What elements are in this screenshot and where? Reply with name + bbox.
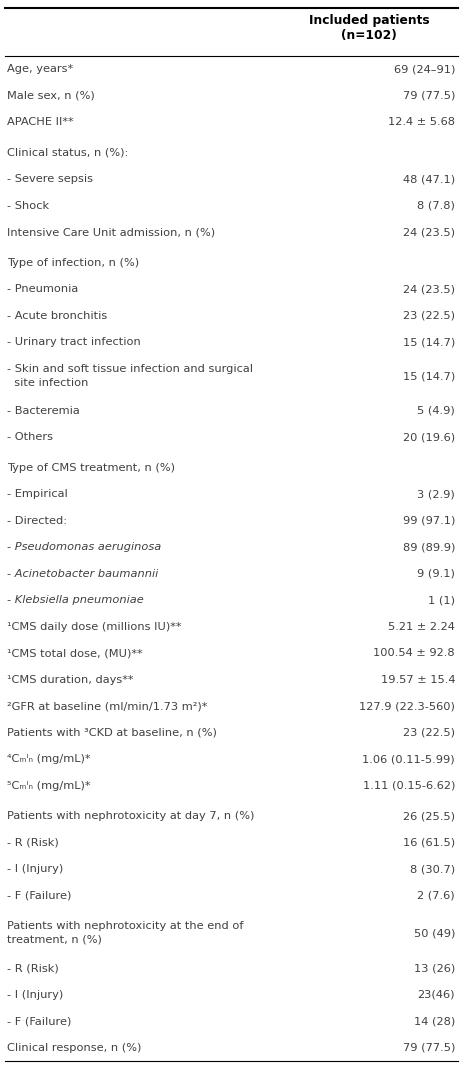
Text: APACHE II**: APACHE II**: [7, 117, 74, 128]
Text: 3 (2.9): 3 (2.9): [417, 489, 455, 499]
Text: Male sex, n (%): Male sex, n (%): [7, 91, 95, 100]
Text: - Urinary tract infection: - Urinary tract infection: [7, 337, 141, 347]
Text: 127.9 (22.3-560): 127.9 (22.3-560): [359, 701, 455, 711]
Text: treatment, n (%): treatment, n (%): [7, 935, 102, 945]
Text: - F (Failure): - F (Failure): [7, 1017, 71, 1026]
Text: 16 (61.5): 16 (61.5): [403, 838, 455, 847]
Text: - Empirical: - Empirical: [7, 489, 68, 499]
Text: 5.21 ± 2.24: 5.21 ± 2.24: [388, 621, 455, 632]
Text: - Skin and soft tissue infection and surgical: - Skin and soft tissue infection and sur…: [7, 364, 253, 373]
Text: 26 (25.5): 26 (25.5): [403, 811, 455, 821]
Text: - Pseudomonas aeruginosa: - Pseudomonas aeruginosa: [7, 543, 161, 553]
Text: 1.06 (0.11-5.99): 1.06 (0.11-5.99): [362, 755, 455, 764]
Text: 23 (22.5): 23 (22.5): [403, 311, 455, 321]
Text: Type of CMS treatment, n (%): Type of CMS treatment, n (%): [7, 463, 175, 473]
Text: Clinical status, n (%):: Clinical status, n (%):: [7, 147, 128, 157]
Text: ⁴Cₘᴵₙ (mg/mL)*: ⁴Cₘᴵₙ (mg/mL)*: [7, 755, 90, 764]
Text: 24 (23.5): 24 (23.5): [403, 284, 455, 294]
Text: 1 (1): 1 (1): [428, 595, 455, 605]
Text: 50 (49): 50 (49): [414, 929, 455, 939]
Text: 23 (22.5): 23 (22.5): [403, 727, 455, 738]
Text: Patients with nephrotoxicity at the end of: Patients with nephrotoxicity at the end …: [7, 921, 243, 931]
Text: 14 (28): 14 (28): [414, 1017, 455, 1026]
Text: Intensive Care Unit admission, n (%): Intensive Care Unit admission, n (%): [7, 227, 215, 237]
Text: - Acute bronchitis: - Acute bronchitis: [7, 311, 107, 321]
Text: - Others: - Others: [7, 432, 53, 442]
Text: 89 (89.9): 89 (89.9): [402, 543, 455, 553]
Text: 15 (14.7): 15 (14.7): [403, 337, 455, 347]
Text: 8 (30.7): 8 (30.7): [410, 864, 455, 875]
Text: - Directed:: - Directed:: [7, 515, 67, 525]
Text: 48 (47.1): 48 (47.1): [403, 175, 455, 185]
Text: 99 (97.1): 99 (97.1): [402, 515, 455, 525]
Text: 2 (7.6): 2 (7.6): [417, 891, 455, 901]
Text: Age, years*: Age, years*: [7, 64, 73, 74]
Text: - R (Risk): - R (Risk): [7, 963, 59, 973]
Text: Patients with ³CKD at baseline, n (%): Patients with ³CKD at baseline, n (%): [7, 727, 217, 738]
Text: 79 (77.5): 79 (77.5): [402, 1043, 455, 1053]
Text: Included patients
(n=102): Included patients (n=102): [309, 14, 429, 41]
Text: 13 (26): 13 (26): [414, 963, 455, 973]
Text: 69 (24–91): 69 (24–91): [394, 64, 455, 74]
Text: - Pneumonia: - Pneumonia: [7, 284, 78, 294]
Text: - Severe sepsis: - Severe sepsis: [7, 175, 93, 185]
Text: ¹CMS daily dose (millions IU)**: ¹CMS daily dose (millions IU)**: [7, 621, 182, 632]
Text: 15 (14.7): 15 (14.7): [403, 371, 455, 381]
Text: - I (Injury): - I (Injury): [7, 864, 63, 875]
Text: 5 (4.9): 5 (4.9): [417, 406, 455, 416]
Text: - Shock: - Shock: [7, 201, 49, 211]
Text: 100.54 ± 92.8: 100.54 ± 92.8: [373, 649, 455, 658]
Text: 20 (19.6): 20 (19.6): [403, 432, 455, 442]
Text: site infection: site infection: [7, 378, 89, 388]
Text: - R (Risk): - R (Risk): [7, 838, 59, 847]
Text: 79 (77.5): 79 (77.5): [402, 91, 455, 100]
Text: 19.57 ± 15.4: 19.57 ± 15.4: [380, 675, 455, 685]
Text: - Klebsiella pneumoniae: - Klebsiella pneumoniae: [7, 595, 144, 605]
Text: 24 (23.5): 24 (23.5): [403, 227, 455, 237]
Text: 12.4 ± 5.68: 12.4 ± 5.68: [388, 117, 455, 128]
Text: Type of infection, n (%): Type of infection, n (%): [7, 258, 139, 268]
Text: ⁵Cₘᴵₙ (mg/mL)*: ⁵Cₘᴵₙ (mg/mL)*: [7, 781, 90, 791]
Text: - F (Failure): - F (Failure): [7, 891, 71, 901]
Text: 1.11 (0.15-6.62): 1.11 (0.15-6.62): [363, 781, 455, 791]
Text: - I (Injury): - I (Injury): [7, 989, 63, 1000]
Text: 8 (7.8): 8 (7.8): [417, 201, 455, 211]
Text: ¹CMS total dose, (MU)**: ¹CMS total dose, (MU)**: [7, 649, 142, 658]
Text: - Bacteremia: - Bacteremia: [7, 406, 80, 416]
Text: ¹CMS duration, days**: ¹CMS duration, days**: [7, 675, 134, 685]
Text: ²GFR at baseline (ml/min/1.73 m²)*: ²GFR at baseline (ml/min/1.73 m²)*: [7, 701, 207, 711]
Text: 23(46): 23(46): [418, 989, 455, 1000]
Text: Clinical response, n (%): Clinical response, n (%): [7, 1043, 142, 1053]
Text: - Acinetobacter baumannii: - Acinetobacter baumannii: [7, 569, 158, 579]
Text: Patients with nephrotoxicity at day 7, n (%): Patients with nephrotoxicity at day 7, n…: [7, 811, 254, 821]
Text: 9 (9.1): 9 (9.1): [417, 569, 455, 579]
